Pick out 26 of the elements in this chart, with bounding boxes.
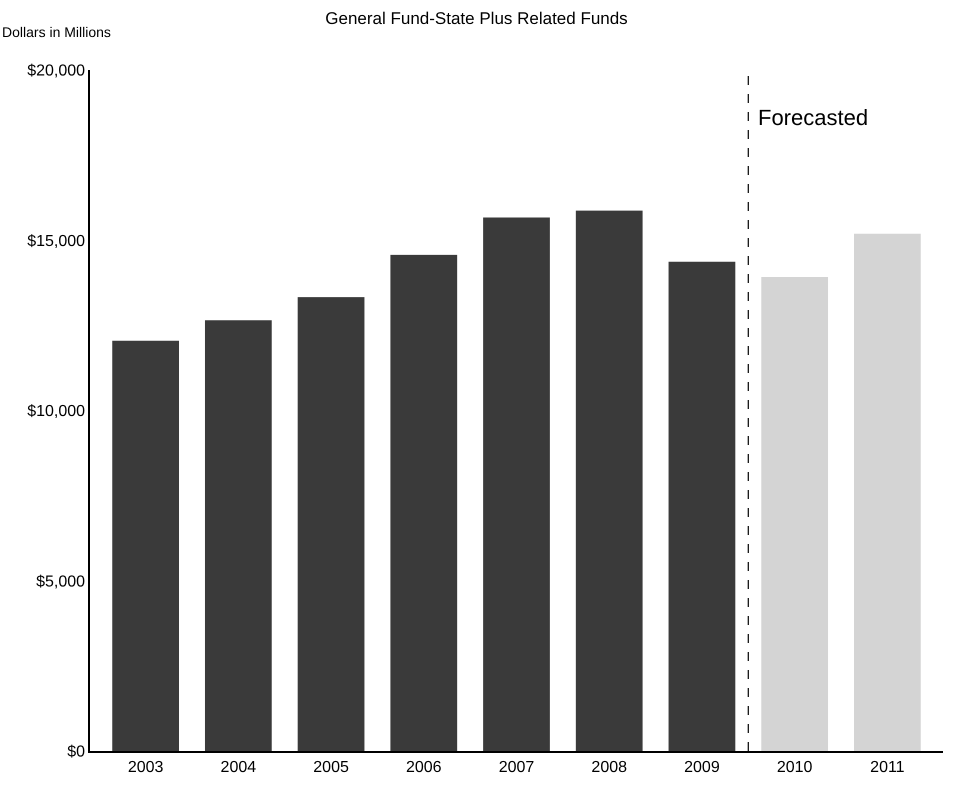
y-tick-label: $0 bbox=[67, 744, 86, 761]
x-tick-label: 2010 bbox=[776, 758, 813, 776]
bar bbox=[483, 217, 550, 751]
ref-line-label: Forecasted bbox=[758, 105, 868, 130]
y-axis-title: Dollars in Millions bbox=[2, 24, 111, 40]
x-tick-label: 2006 bbox=[406, 758, 442, 776]
x-tick-label: 2007 bbox=[498, 758, 534, 776]
x-tick-label: 2004 bbox=[220, 758, 256, 776]
bar bbox=[390, 254, 458, 751]
bar bbox=[204, 320, 272, 751]
x-tick-label: 2008 bbox=[591, 758, 628, 776]
bar bbox=[576, 210, 643, 751]
y-tick-label: $20,000 bbox=[27, 62, 86, 80]
x-tick-label: 2011 bbox=[870, 758, 905, 776]
bar bbox=[761, 277, 828, 751]
x-tick-label: 2005 bbox=[313, 758, 349, 776]
y-tick-label: $10,000 bbox=[27, 403, 86, 420]
y-tick-label: $5,000 bbox=[36, 573, 86, 590]
chart-title: General Fund-State Plus Related Funds bbox=[325, 8, 628, 28]
x-tick-label: 2003 bbox=[128, 758, 164, 776]
bar bbox=[668, 262, 736, 751]
y-tick-label: $15,000 bbox=[27, 232, 86, 250]
bar bbox=[112, 340, 180, 751]
bar bbox=[854, 234, 921, 751]
bar bbox=[298, 297, 364, 751]
x-tick-label: 2009 bbox=[684, 758, 720, 776]
